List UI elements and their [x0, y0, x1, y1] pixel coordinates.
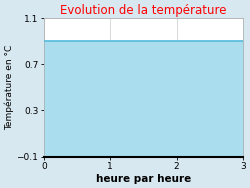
Y-axis label: Température en °C: Température en °C	[4, 45, 14, 130]
Title: Evolution de la température: Evolution de la température	[60, 4, 227, 17]
X-axis label: heure par heure: heure par heure	[96, 174, 191, 184]
